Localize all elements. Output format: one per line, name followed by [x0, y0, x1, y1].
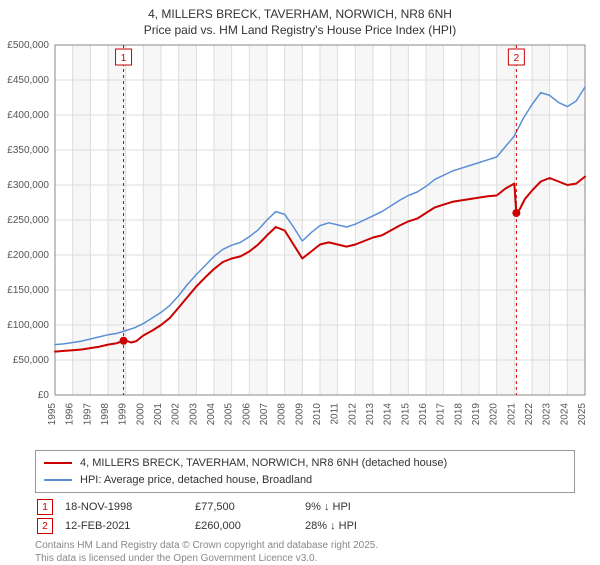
legend-swatch — [44, 462, 72, 464]
svg-text:£350,000: £350,000 — [7, 145, 49, 156]
svg-text:£150,000: £150,000 — [7, 285, 49, 296]
svg-text:2014: 2014 — [383, 403, 394, 426]
svg-text:£50,000: £50,000 — [13, 355, 50, 366]
svg-text:£450,000: £450,000 — [7, 75, 49, 86]
svg-text:2010: 2010 — [312, 403, 323, 426]
sale-row: 1 18-NOV-1998£77,5009% ↓ HPI — [37, 499, 575, 515]
title-line-1: 4, MILLERS BRECK, TAVERHAM, NORWICH, NR8… — [0, 6, 600, 22]
svg-text:£500,000: £500,000 — [7, 40, 49, 51]
title-line-2: Price paid vs. HM Land Registry's House … — [0, 22, 600, 38]
svg-text:1998: 1998 — [100, 403, 111, 426]
svg-text:£250,000: £250,000 — [7, 215, 49, 226]
svg-text:1997: 1997 — [82, 403, 93, 426]
svg-text:2023: 2023 — [542, 403, 553, 426]
svg-text:2009: 2009 — [294, 403, 305, 426]
svg-text:2018: 2018 — [453, 403, 464, 426]
chart-svg: £0£50,000£100,000£150,000£200,000£250,00… — [55, 45, 585, 425]
svg-text:2004: 2004 — [206, 403, 217, 426]
svg-text:£300,000: £300,000 — [7, 180, 49, 191]
svg-text:2012: 2012 — [347, 403, 358, 426]
svg-text:2: 2 — [514, 53, 520, 64]
legend-row: 4, MILLERS BRECK, TAVERHAM, NORWICH, NR8… — [44, 455, 566, 472]
svg-text:2019: 2019 — [471, 403, 482, 426]
svg-text:£400,000: £400,000 — [7, 110, 49, 121]
svg-text:2017: 2017 — [436, 403, 447, 426]
sale-row: 2 12-FEB-2021£260,00028% ↓ HPI — [37, 518, 575, 534]
attribution-line-1: Contains HM Land Registry data © Crown c… — [35, 540, 575, 553]
svg-text:£200,000: £200,000 — [7, 250, 49, 261]
legend-box: 4, MILLERS BRECK, TAVERHAM, NORWICH, NR8… — [35, 450, 575, 493]
title-block: 4, MILLERS BRECK, TAVERHAM, NORWICH, NR8… — [0, 0, 600, 38]
svg-text:2011: 2011 — [330, 403, 341, 425]
sale-marker-icon: 1 — [37, 499, 53, 515]
sale-pct-vs-hpi: 9% ↓ HPI — [305, 501, 405, 513]
chart-figure: 4, MILLERS BRECK, TAVERHAM, NORWICH, NR8… — [0, 0, 600, 560]
svg-text:1: 1 — [121, 53, 127, 64]
svg-text:2007: 2007 — [259, 403, 270, 426]
attribution: Contains HM Land Registry data © Crown c… — [35, 540, 575, 565]
svg-text:2002: 2002 — [171, 403, 182, 426]
svg-text:2021: 2021 — [506, 403, 517, 426]
sale-pct-vs-hpi: 28% ↓ HPI — [305, 520, 405, 532]
sale-marker-icon: 2 — [37, 518, 53, 534]
sales-table: 1 18-NOV-1998£77,5009% ↓ HPI 2 12-FEB-2021£… — [35, 499, 575, 534]
svg-text:2015: 2015 — [400, 403, 411, 426]
svg-text:£100,000: £100,000 — [7, 320, 49, 331]
attribution-line-2: This data is licensed under the Open Gov… — [35, 553, 575, 565]
legend-label: HPI: Average price, detached house, Broa… — [80, 472, 312, 489]
chart-area: £0£50,000£100,000£150,000£200,000£250,00… — [55, 45, 585, 425]
svg-text:1995: 1995 — [47, 403, 58, 426]
sale-price: £77,500 — [195, 501, 305, 513]
sale-date: 18-NOV-1998 — [65, 501, 195, 513]
svg-text:2005: 2005 — [224, 403, 235, 426]
svg-text:2003: 2003 — [188, 403, 199, 426]
svg-text:2000: 2000 — [135, 403, 146, 426]
svg-text:1996: 1996 — [65, 403, 76, 426]
svg-text:£0: £0 — [38, 390, 50, 401]
svg-text:1999: 1999 — [118, 403, 129, 426]
svg-text:2008: 2008 — [277, 403, 288, 426]
svg-text:2006: 2006 — [241, 403, 252, 426]
svg-text:2025: 2025 — [577, 403, 588, 426]
below-chart-block: 4, MILLERS BRECK, TAVERHAM, NORWICH, NR8… — [35, 450, 575, 565]
svg-text:2013: 2013 — [365, 403, 376, 426]
svg-text:2001: 2001 — [153, 403, 164, 426]
svg-text:2022: 2022 — [524, 403, 535, 426]
legend-label: 4, MILLERS BRECK, TAVERHAM, NORWICH, NR8… — [80, 455, 447, 472]
sale-price: £260,000 — [195, 520, 305, 532]
legend-swatch — [44, 479, 72, 481]
svg-text:2016: 2016 — [418, 403, 429, 426]
legend-row: HPI: Average price, detached house, Broa… — [44, 472, 566, 489]
svg-text:2024: 2024 — [559, 403, 570, 426]
svg-text:2020: 2020 — [489, 403, 500, 426]
sale-date: 12-FEB-2021 — [65, 520, 195, 532]
